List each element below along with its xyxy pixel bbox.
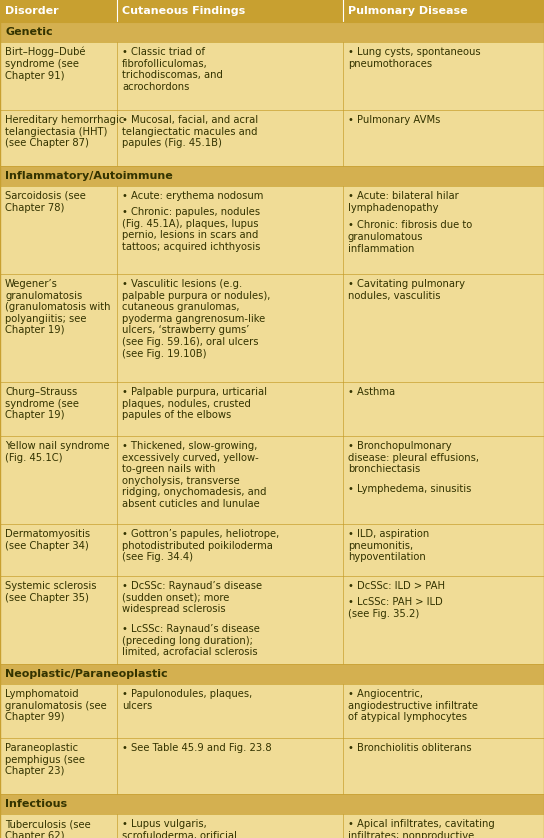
Text: Infectious: Infectious: [5, 799, 67, 809]
Text: Systemic sclerosis
(see Chapter 35): Systemic sclerosis (see Chapter 35): [5, 581, 96, 603]
Text: Dermatomyositis
(see Chapter 34): Dermatomyositis (see Chapter 34): [5, 529, 90, 551]
Bar: [0, 166, 544, 186]
Text: • Angiocentric,
angiodestructive infiltrate
of atypical lymphocytes: • Angiocentric, angiodestructive infiltr…: [348, 689, 478, 722]
Text: • Apical infiltrates, cavitating
infiltrates; nonproductive
or productive cough: • Apical infiltrates, cavitating infiltr…: [348, 819, 494, 838]
Text: • Vasculitic lesions (e.g.
palpable purpura or nodules),
cutaneous granulomas,
p: • Vasculitic lesions (e.g. palpable purp…: [122, 279, 270, 359]
Text: Yellow nail syndrome
(Fig. 45.1C): Yellow nail syndrome (Fig. 45.1C): [5, 441, 110, 463]
Bar: [0, 794, 544, 814]
Text: • Papulonodules, plaques,
ulcers: • Papulonodules, plaques, ulcers: [122, 689, 252, 711]
Bar: [0, 738, 544, 794]
Text: • Pulmonary AVMs: • Pulmonary AVMs: [348, 115, 440, 125]
Text: Paraneoplastic
pemphigus (see
Chapter 23): Paraneoplastic pemphigus (see Chapter 23…: [5, 743, 85, 776]
Text: Lymphomatoid
granulomatosis (see
Chapter 99): Lymphomatoid granulomatosis (see Chapter…: [5, 689, 107, 722]
Text: Neoplastic/Paraneoplastic: Neoplastic/Paraneoplastic: [5, 669, 168, 679]
Text: Hereditary hemorrhagic
telangiectasia (HHT)
(see Chapter 87): Hereditary hemorrhagic telangiectasia (H…: [5, 115, 125, 148]
Text: • Mucosal, facial, and acral
telangiectatic macules and
papules (Fig. 45.1B): • Mucosal, facial, and acral telangiecta…: [122, 115, 258, 148]
Text: Sarcoidosis (see
Chapter 78): Sarcoidosis (see Chapter 78): [5, 191, 86, 213]
Text: Birt–Hogg–Dubé
syndrome (see
Chapter 91): Birt–Hogg–Dubé syndrome (see Chapter 91): [5, 47, 85, 80]
Bar: [0, 274, 544, 382]
Bar: [0, 814, 544, 838]
Text: Wegener’s
granulomatosis
(granulomatosis with
polyangiitis; see
Chapter 19): Wegener’s granulomatosis (granulomatosis…: [5, 279, 110, 335]
Text: • See Table 45.9 and Fig. 23.8: • See Table 45.9 and Fig. 23.8: [122, 743, 271, 753]
Bar: [0, 42, 544, 110]
Text: • Acute: bilateral hilar
lymphadenopathy: • Acute: bilateral hilar lymphadenopathy: [348, 191, 459, 213]
Bar: [0, 22, 544, 42]
Text: Pulmonary Disease: Pulmonary Disease: [348, 6, 467, 16]
Text: • Palpable purpura, urticarial
plaques, nodules, crusted
papules of the elbows: • Palpable purpura, urticarial plaques, …: [122, 387, 267, 420]
Text: • ILD, aspiration
pneumonitis,
hypoventilation: • ILD, aspiration pneumonitis, hypoventi…: [348, 529, 429, 562]
Bar: [0, 382, 544, 436]
Text: • Thickened, slow-growing,
excessively curved, yellow-
to-green nails with
onych: • Thickened, slow-growing, excessively c…: [122, 441, 267, 509]
Text: • LcSSc: PAH > ILD
(see Fig. 35.2): • LcSSc: PAH > ILD (see Fig. 35.2): [348, 597, 442, 618]
Text: • Bronchopulmonary
disease: pleural effusions,
bronchiectasis: • Bronchopulmonary disease: pleural effu…: [348, 441, 479, 474]
Bar: [0, 524, 544, 576]
Text: Genetic: Genetic: [5, 27, 53, 37]
Text: Cutaneous Findings: Cutaneous Findings: [122, 6, 245, 16]
Text: • Chronic: papules, nodules
(Fig. 45.1A), plaques, lupus
pernio, lesions in scar: • Chronic: papules, nodules (Fig. 45.1A)…: [122, 207, 261, 251]
Text: • Lung cysts, spontaneous
pneumothoraces: • Lung cysts, spontaneous pneumothoraces: [348, 47, 480, 69]
Text: • DcSSc: Raynaud’s disease
(sudden onset); more
widespread sclerosis: • DcSSc: Raynaud’s disease (sudden onset…: [122, 581, 262, 614]
Text: • DcSSc: ILD > PAH: • DcSSc: ILD > PAH: [348, 581, 444, 591]
Bar: [0, 436, 544, 524]
Bar: [0, 0, 544, 22]
Text: • Cavitating pulmonary
nodules, vasculitis: • Cavitating pulmonary nodules, vasculit…: [348, 279, 465, 301]
Text: • Bronchiolitis obliterans: • Bronchiolitis obliterans: [348, 743, 471, 753]
Text: • Gottron’s papules, heliotrope,
photodistributed poikiloderma
(see Fig. 34.4): • Gottron’s papules, heliotrope, photodi…: [122, 529, 279, 562]
Text: • Acute: erythema nodosum: • Acute: erythema nodosum: [122, 191, 263, 201]
Text: • Lupus vulgaris,
scrofuloderma, orificial: • Lupus vulgaris, scrofuloderma, orifici…: [122, 819, 237, 838]
Text: • Chronic: fibrosis due to
granulomatous
inflammation: • Chronic: fibrosis due to granulomatous…: [348, 220, 472, 254]
Bar: [0, 664, 544, 684]
Text: Tuberculosis (see
Chapter 62): Tuberculosis (see Chapter 62): [5, 819, 91, 838]
Bar: [0, 684, 544, 738]
Bar: [0, 576, 544, 664]
Bar: [0, 110, 544, 166]
Text: • LcSSc: Raynaud’s disease
(preceding long duration);
limited, acrofacial sclero: • LcSSc: Raynaud’s disease (preceding lo…: [122, 624, 260, 657]
Text: • Classic triad of
fibrofolliculomas,
trichodiscomas, and
acrochordons: • Classic triad of fibrofolliculomas, tr…: [122, 47, 223, 92]
Text: Inflammatory/Autoimmune: Inflammatory/Autoimmune: [5, 171, 173, 181]
Text: • Lymphedema, sinusitis: • Lymphedema, sinusitis: [348, 484, 471, 494]
Bar: [0, 186, 544, 274]
Text: Disorder: Disorder: [5, 6, 59, 16]
Text: Churg–Strauss
syndrome (see
Chapter 19): Churg–Strauss syndrome (see Chapter 19): [5, 387, 79, 420]
Text: • Asthma: • Asthma: [348, 387, 395, 397]
